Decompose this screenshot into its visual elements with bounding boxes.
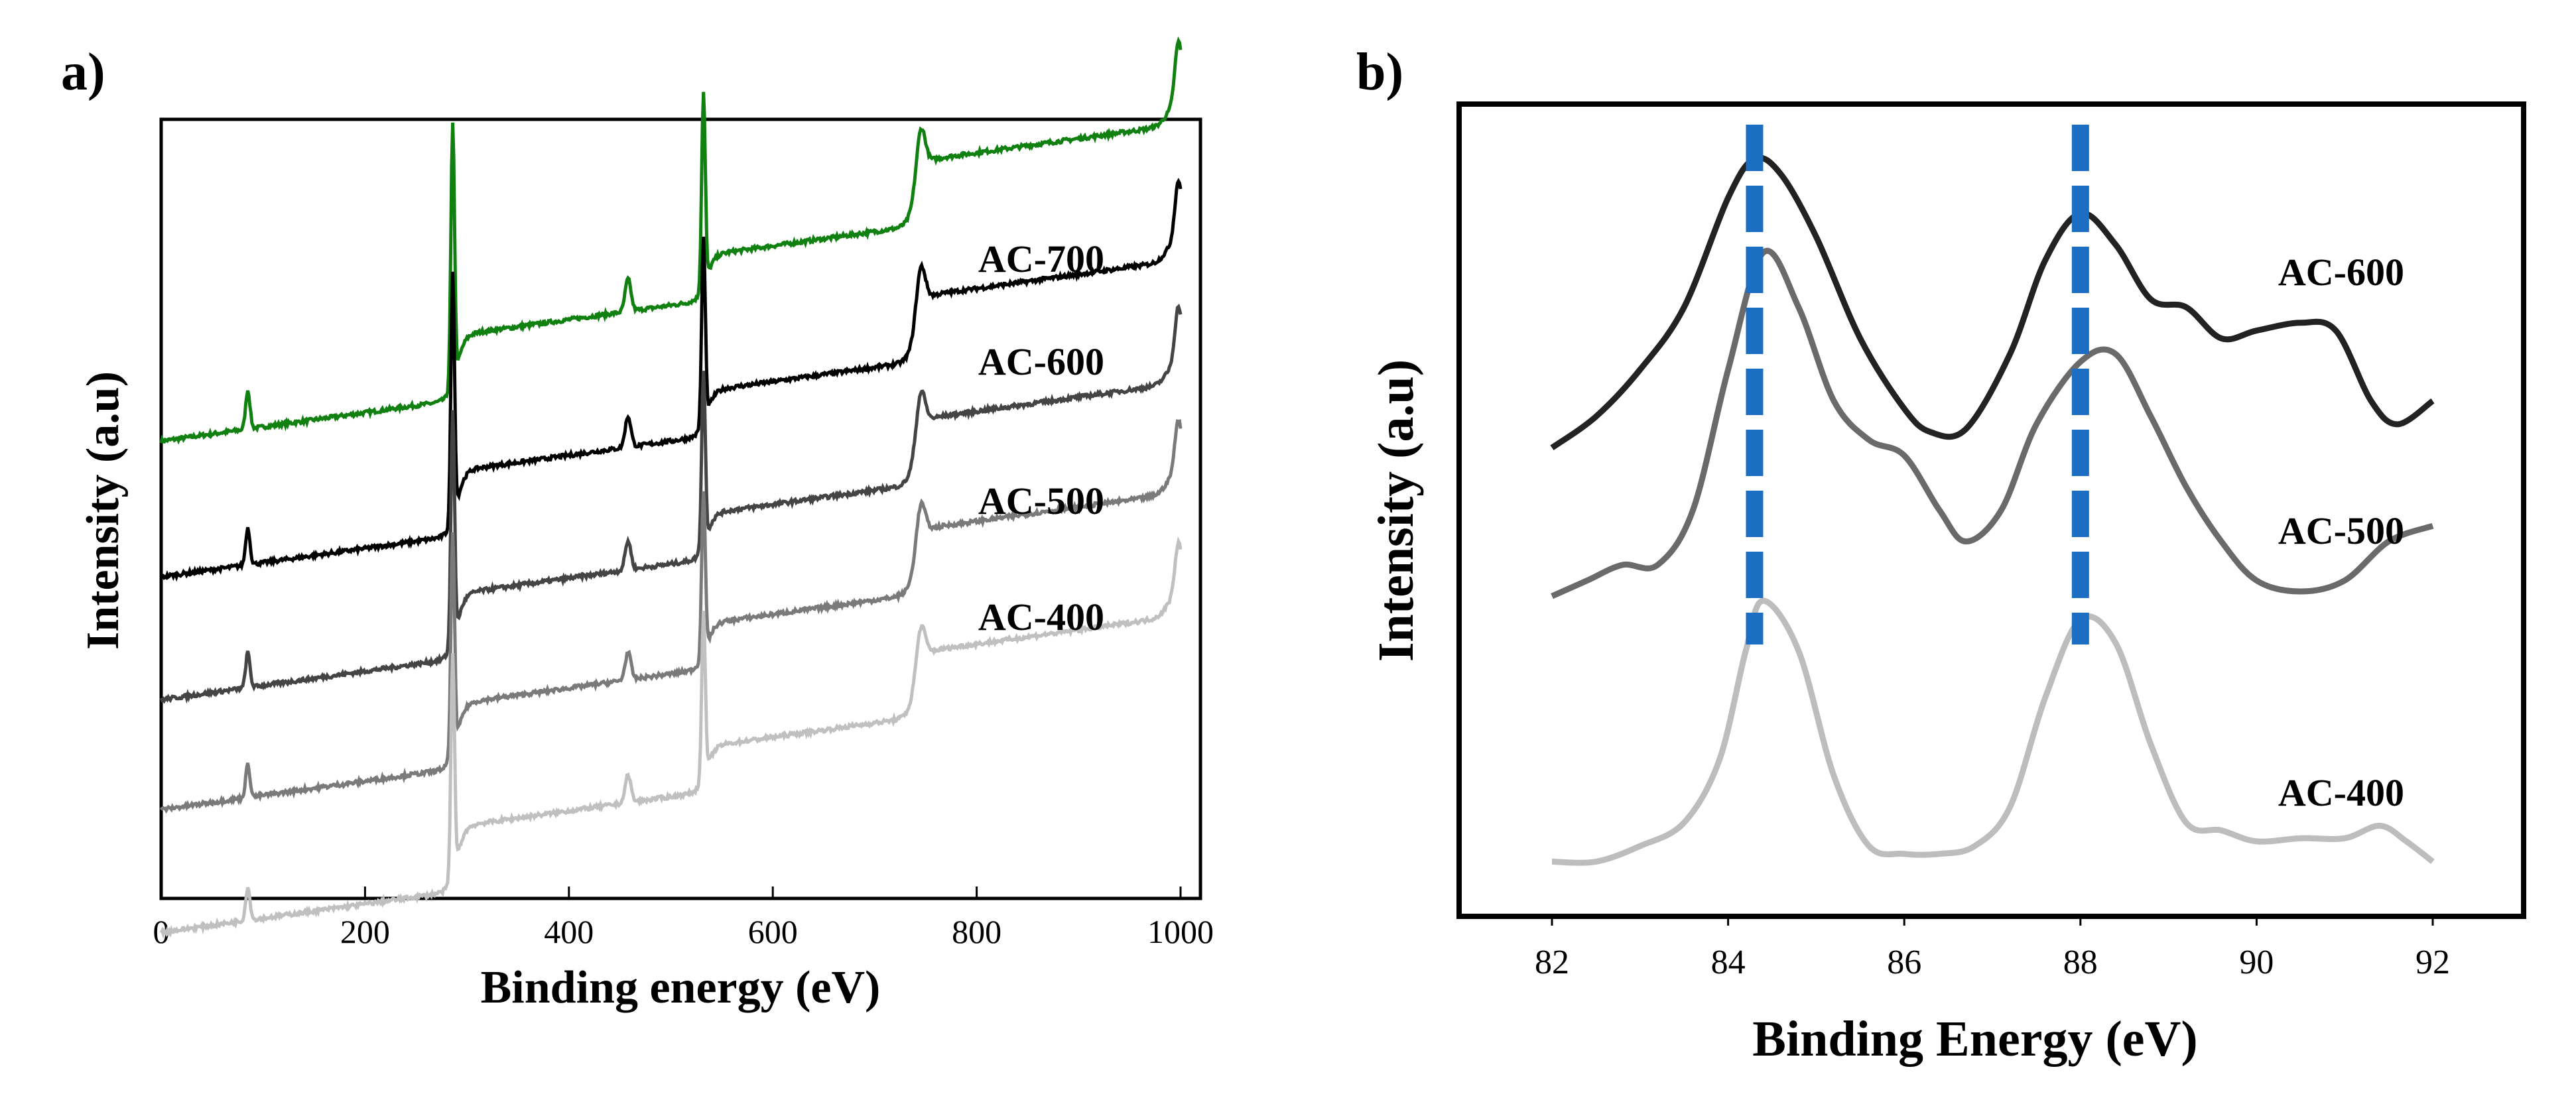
panel-b-tick-label: 82: [1535, 944, 1569, 981]
panel-a-series-labels: AC-700 AC-600 AC-500 AC-400: [978, 237, 1104, 639]
panel-a-tick-label: 200: [340, 913, 390, 950]
panel-b-series-line: [1550, 154, 2435, 450]
panel-a-x-ticks: 0 200 400 600 800 1000: [153, 887, 1214, 950]
panel-a-series-line: [159, 419, 1183, 814]
panel-a: a) 0 200 400 600 800 1000 AC-700AC-600AC-500A…: [61, 36, 1214, 1013]
panel-a-series-label: AC-500: [978, 479, 1104, 522]
panel-b-tick-label: 84: [1711, 944, 1746, 981]
panel-b-label: b): [1356, 43, 1403, 101]
panel-a-series-label: AC-600: [978, 340, 1104, 383]
panel-b-y-axis-label: Intensity (a.u): [1368, 359, 1424, 662]
panel-b-series-label: AC-600: [2278, 251, 2404, 294]
panel-a-series-line: [159, 303, 1183, 704]
panel-a-series-line: [159, 36, 1183, 445]
panel-a-plot-frame: [159, 117, 1202, 900]
panel-b-reference-lines: [1746, 125, 2089, 644]
panel-a-tick-label: 1000: [1147, 913, 1214, 950]
panel-b-series-labels: AC-600 AC-500 AC-400: [2278, 251, 2404, 814]
panel-a-label: a): [61, 43, 105, 101]
panel-b-x-axis-label: Binding Energy (eV): [1752, 1011, 2197, 1067]
panel-a-series-label: AC-400: [978, 595, 1104, 639]
panel-b-tick-label: 88: [2063, 944, 2098, 981]
panel-a-series-line: [159, 178, 1183, 582]
panel-a-tick-label: 600: [748, 913, 798, 950]
panel-b-plot-frame: [1456, 101, 2526, 919]
panel-a-series-line: [159, 536, 1183, 940]
panel-b-series-line: [1551, 247, 2434, 599]
panel-a-x-axis-label: Binding energy (eV): [481, 962, 881, 1013]
panel-b-tick-label: 92: [2415, 944, 2450, 981]
panel-b-series-label: AC-400: [2278, 771, 2404, 814]
panel-b-series-label: AC-500: [2278, 509, 2404, 552]
panel-a-series: [159, 36, 1183, 940]
panel-a-tick-label: 800: [952, 913, 1001, 950]
panel-b-tick-label: 90: [2239, 944, 2274, 981]
panel-b-series-line: [1551, 597, 2435, 866]
panel-a-tick-label: 400: [544, 913, 594, 950]
panel-b-x-ticks: 82 84 86 88 90 92: [1535, 916, 2450, 981]
panel-a-y-axis-label: Intensity (a.u): [78, 371, 129, 650]
panel-b-series: [1550, 154, 2435, 866]
panel-b-tick-label: 86: [1887, 944, 1921, 981]
panel-b: b) 82 84 86 88 90 92 AC-600 AC-500 AC-400 Bindi…: [1356, 43, 2526, 1067]
panel-a-series-label: AC-700: [978, 237, 1104, 280]
